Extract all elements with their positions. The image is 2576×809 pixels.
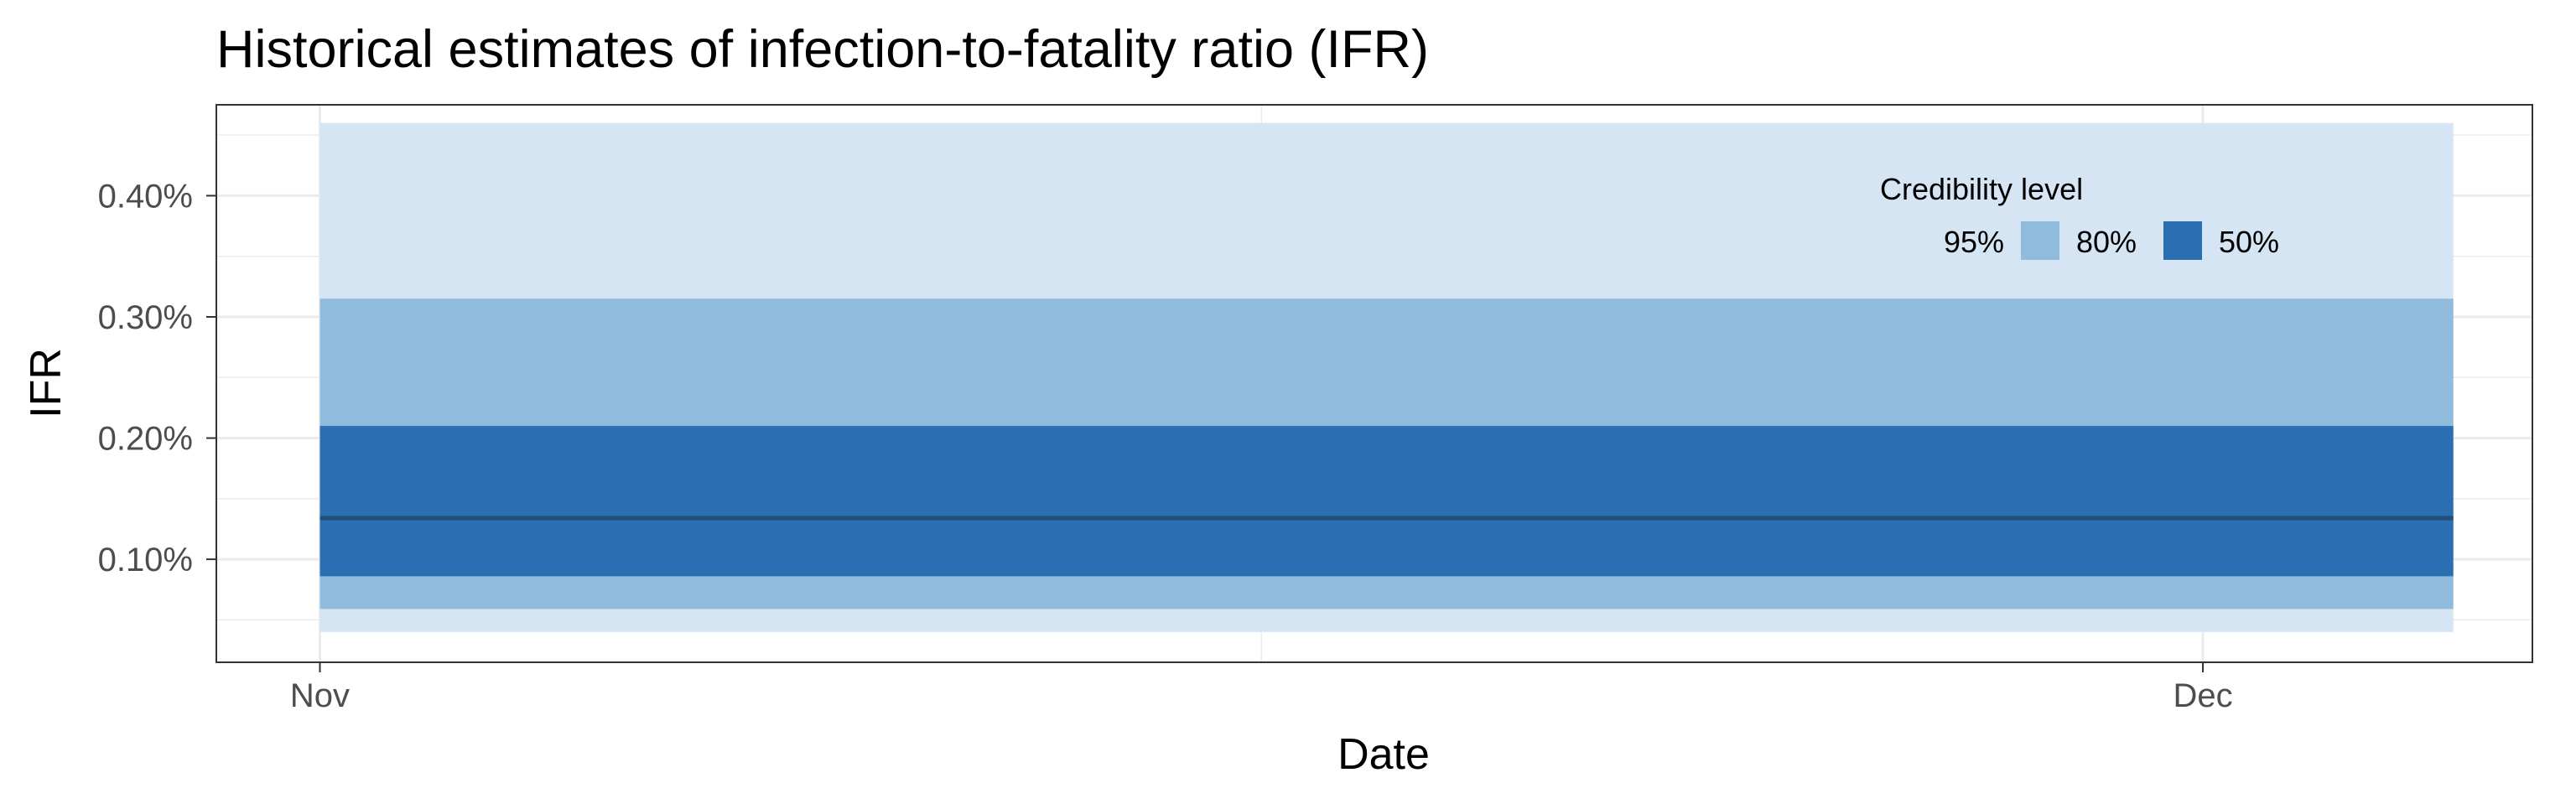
legend-label-80: 80% bbox=[2076, 225, 2137, 259]
chart-title: Historical estimates of infection-to-fat… bbox=[216, 20, 1429, 79]
y-tick-label: 0.20% bbox=[98, 421, 193, 458]
y-axis-title: IFR bbox=[22, 348, 70, 418]
y-tick-label: 0.10% bbox=[98, 542, 193, 578]
x-tick-label: Nov bbox=[290, 677, 350, 714]
y-axis: 0.10% 0.20% 0.30% 0.40% bbox=[98, 178, 216, 578]
plot-border bbox=[216, 104, 2533, 663]
y-tick-label: 0.30% bbox=[98, 299, 193, 336]
legend-title: Credibility level bbox=[1880, 172, 2083, 206]
x-tick-label: Dec bbox=[2173, 677, 2232, 714]
y-tick-label: 0.40% bbox=[98, 178, 193, 215]
legend-label-95: 95% bbox=[1944, 225, 2004, 259]
x-axis: Nov Dec bbox=[290, 662, 2233, 714]
legend-items: 95% 80% 50% bbox=[1944, 221, 2279, 260]
legend-swatch-50 bbox=[2163, 221, 2202, 260]
band-layer bbox=[319, 122, 2454, 632]
legend-swatch-80 bbox=[2021, 221, 2059, 260]
x-axis-title: Date bbox=[1337, 730, 1430, 779]
legend-label-50: 50% bbox=[2219, 225, 2279, 259]
legend: Credibility level 95% 80% 50% bbox=[1880, 172, 2279, 260]
band-50pct bbox=[319, 426, 2454, 577]
